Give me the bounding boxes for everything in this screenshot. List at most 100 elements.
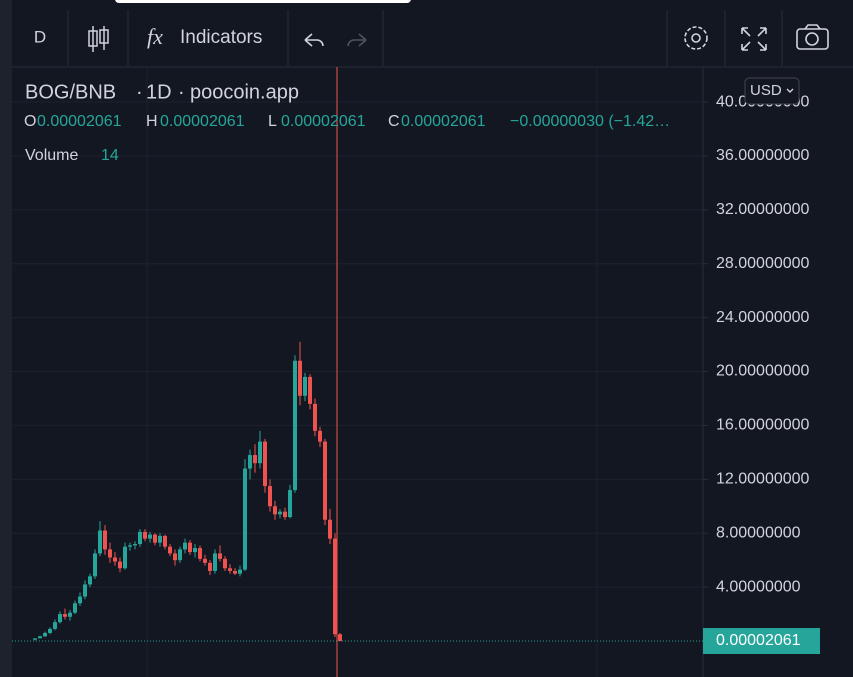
candle-body <box>268 486 272 507</box>
candle-body <box>143 531 147 539</box>
candle-body <box>48 628 52 633</box>
h-label: H <box>146 113 158 130</box>
candle-body <box>238 569 242 574</box>
c-label: C <box>388 113 400 130</box>
currency-button[interactable]: USD <box>744 77 800 105</box>
undo-button[interactable] <box>304 33 324 47</box>
candle-body <box>83 584 87 597</box>
candle-body <box>138 531 142 545</box>
source: poocoin.app <box>190 81 299 103</box>
candle-body <box>313 403 317 431</box>
dot: · <box>178 81 185 103</box>
candle-body <box>243 468 247 570</box>
candle-body <box>73 603 77 613</box>
candle-body <box>333 538 337 635</box>
candle-body <box>148 534 152 539</box>
candle-body <box>288 490 292 518</box>
o-label: O <box>24 113 36 130</box>
top-bar <box>115 0 411 3</box>
y-tick-label: 32.00000000 <box>716 201 810 218</box>
toolbar: D fx Indicators <box>12 10 853 68</box>
candle-body <box>338 634 342 642</box>
candle-body <box>173 553 177 561</box>
dot: · <box>136 81 143 103</box>
left-border <box>0 0 12 677</box>
candle-body <box>308 376 312 404</box>
candle-body <box>188 542 192 553</box>
plot <box>12 341 703 642</box>
candle-body <box>153 534 157 543</box>
candle-body <box>38 636 42 639</box>
candle-body <box>163 535 167 547</box>
candle-body <box>278 511 282 515</box>
fx-icon: fx <box>147 24 163 49</box>
screenshot-button[interactable] <box>796 24 829 50</box>
candle-body <box>68 612 72 617</box>
candle-body <box>223 558 227 569</box>
candle-body <box>183 542 187 550</box>
symbol: BOG/BNB <box>25 81 116 103</box>
candle-body <box>168 546 172 554</box>
chart-type-button[interactable] <box>88 26 109 52</box>
candle-body <box>58 614 62 623</box>
caret <box>786 88 794 93</box>
candle-body <box>303 376 307 396</box>
volume-value: 14 <box>101 147 119 164</box>
candle-body <box>118 561 122 569</box>
candle-body <box>258 441 262 464</box>
candle-body <box>63 614 67 617</box>
candle-body <box>33 638 37 640</box>
candle-body <box>323 441 327 520</box>
interval-button[interactable]: D <box>34 27 46 46</box>
candle-body <box>273 506 277 515</box>
currency[interactable]: USD <box>750 82 782 99</box>
candle-body <box>318 430 322 442</box>
last-price-label: 0.00002061 <box>716 632 801 649</box>
price-axis: 4.00000000 8.00000000 12.00000000 16.000000… <box>703 93 820 655</box>
toolbar-bg <box>12 10 853 67</box>
grid <box>12 101 703 588</box>
y-tick-label: 28.00000000 <box>716 255 810 272</box>
y-tick-label: 36.00000000 <box>716 147 810 164</box>
candle-body <box>293 360 297 491</box>
candle-body <box>283 511 287 518</box>
candle-body <box>88 576 92 585</box>
candle-body <box>328 519 332 539</box>
candle-body <box>128 545 132 547</box>
candle-body <box>213 553 217 571</box>
candle-body <box>158 535 162 543</box>
y-tick-label: 16.00000000 <box>716 417 810 434</box>
candle-body <box>53 622 57 629</box>
candle-body <box>98 530 102 554</box>
candle-body <box>193 548 197 553</box>
candle-body <box>78 596 82 604</box>
candle-body <box>263 441 267 487</box>
candle-body <box>43 632 47 637</box>
last-price-box <box>703 628 820 655</box>
fullscreen-button[interactable] <box>741 27 767 51</box>
candle-body <box>133 544 137 546</box>
ohlc: O 0.00002061 H 0.00002061 L 0.00002061 C… <box>24 113 670 164</box>
l-label: L <box>268 113 277 130</box>
candle-body <box>203 558 207 563</box>
candle-body <box>93 553 97 577</box>
y-tick-label: 24.00000000 <box>716 309 810 326</box>
indicators-button[interactable]: Indicators <box>180 27 262 48</box>
candle-body <box>108 549 112 558</box>
candle-body <box>253 455 257 464</box>
candle-body <box>233 570 237 574</box>
c-value: 0.00002061 <box>401 113 486 130</box>
l-value: 0.00002061 <box>281 113 366 130</box>
o-value: 0.00002061 <box>37 113 122 130</box>
candle-body <box>178 549 182 561</box>
candle-body <box>298 360 302 396</box>
candle-body <box>198 548 202 559</box>
redo-button[interactable] <box>347 33 367 47</box>
candle-body <box>218 553 222 559</box>
y-tick-label: 20.00000000 <box>716 363 810 380</box>
candle-body <box>113 557 117 562</box>
settings-button[interactable] <box>684 26 708 50</box>
candle-body <box>103 530 107 550</box>
